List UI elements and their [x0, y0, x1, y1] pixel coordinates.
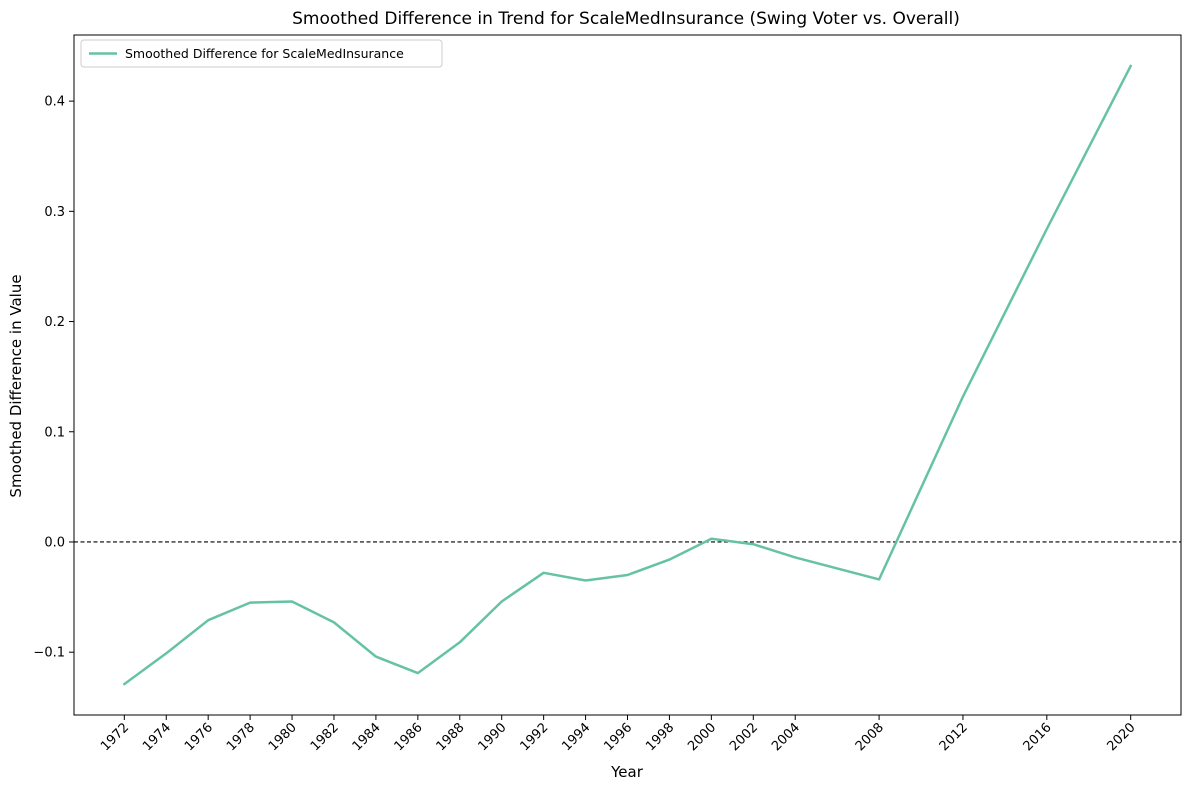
x-tick-label: 1988: [434, 720, 468, 754]
plot-frame: [73, 34, 1182, 716]
x-tick-label: 1986: [392, 720, 426, 754]
x-tick-label: 1972: [98, 720, 132, 754]
x-tick-label: 2000: [685, 720, 719, 754]
legend-box: [80, 39, 443, 68]
x-tick-label: 1980: [266, 720, 300, 754]
x-tick-label: 1990: [476, 720, 510, 754]
y-axis-label: Smoothed Difference in Value: [7, 274, 25, 497]
x-axis-label: Year: [610, 763, 644, 781]
x-tick-label: 1994: [559, 720, 593, 754]
chart-title: Smoothed Difference in Trend for ScaleMe…: [292, 9, 960, 29]
y-tick-label: 0.3: [44, 205, 65, 220]
x-tick-label: 2008: [853, 720, 887, 754]
x-tick-label: 2002: [727, 720, 761, 754]
legend: Smoothed Difference for ScaleMedInsuranc…: [80, 39, 443, 68]
legend-label: Smoothed Difference for ScaleMedInsuranc…: [125, 46, 404, 61]
x-tick-label: 1974: [140, 720, 174, 754]
x-tick-label: 1998: [643, 720, 677, 754]
x-tick-label: 2020: [1105, 720, 1139, 754]
x-tick-label: 2012: [937, 720, 971, 754]
x-tick-label: 1982: [308, 720, 342, 754]
x-tick-label: 1976: [182, 720, 216, 754]
x-tick-label: 1978: [224, 720, 258, 754]
y-tick-label: 0.0: [44, 535, 65, 550]
y-tick-label: 0.1: [44, 425, 65, 440]
y-tick-label: 0.4: [44, 95, 65, 110]
x-tick-label: 2004: [769, 720, 803, 754]
x-tick-label: 1984: [350, 720, 384, 754]
y-tick-label: 0.2: [44, 315, 65, 330]
x-tick-label: 2016: [1021, 720, 1055, 754]
y-tick-label: −0.1: [33, 646, 65, 661]
x-tick-label: 1996: [601, 720, 635, 754]
x-tick-label: 1992: [517, 720, 551, 754]
series-line: [123, 64, 1132, 686]
